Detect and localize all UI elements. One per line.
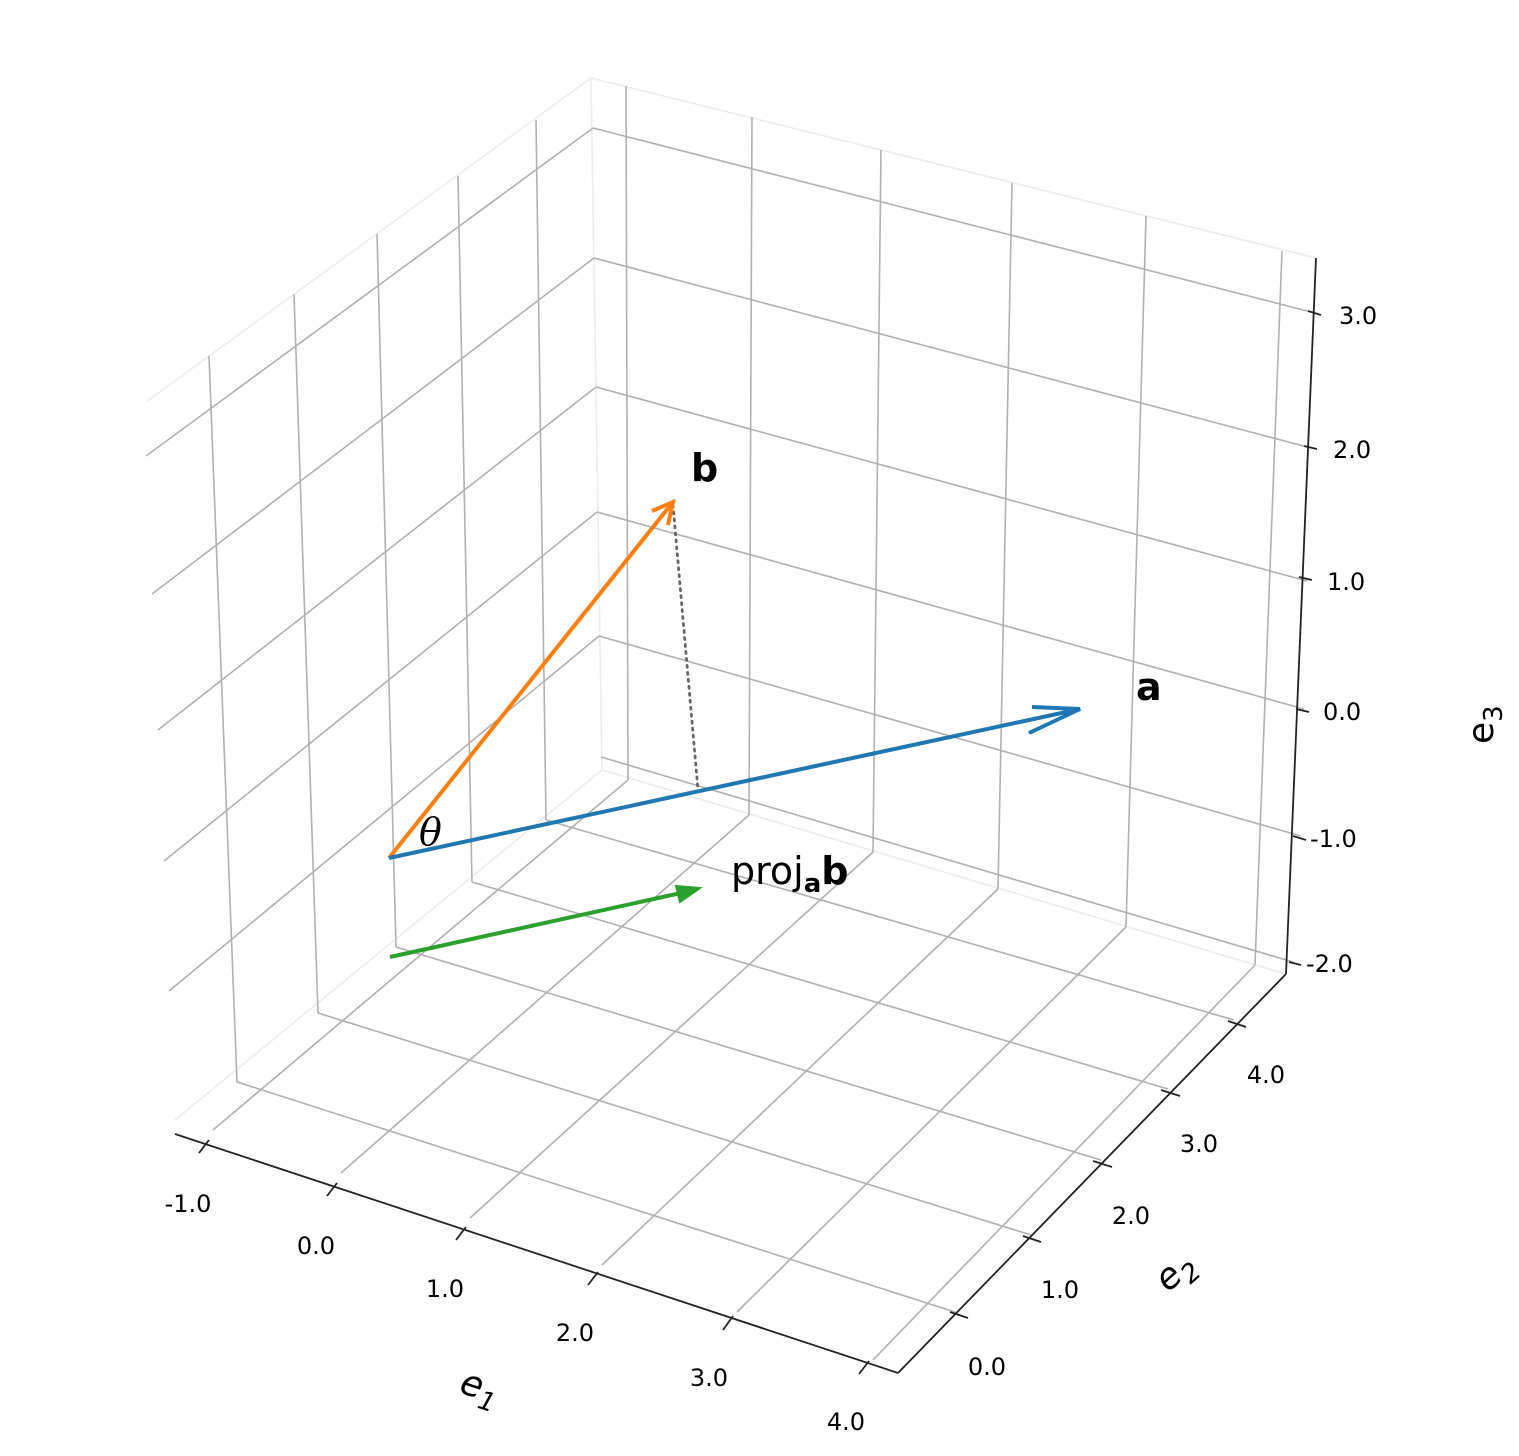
y-tick-label-3: 3.0 bbox=[1180, 1130, 1218, 1158]
x-axis-line bbox=[174, 1133, 899, 1374]
vector-proj bbox=[389, 884, 703, 959]
x-ticks: -1.0 0.0 1.0 2.0 3.0 4.0 bbox=[165, 1139, 870, 1436]
y-tick-label-2: 2.0 bbox=[1112, 1202, 1150, 1230]
vector-a-arrowhead bbox=[1028, 705, 1081, 735]
vector-b bbox=[387, 498, 676, 860]
vector-proj-shaft bbox=[389, 889, 691, 959]
x-tick-label-3: 2.0 bbox=[556, 1319, 594, 1347]
z-tick-label-2: 0.0 bbox=[1323, 698, 1361, 726]
z-axis-line bbox=[1285, 257, 1317, 975]
x-tick-label-1: 0.0 bbox=[297, 1232, 335, 1260]
y-axis-line bbox=[897, 973, 1287, 1374]
vector-b-label: b bbox=[691, 446, 718, 490]
x-tick-label-2: 1.0 bbox=[426, 1275, 464, 1303]
x-tick-label-5: 4.0 bbox=[827, 1408, 865, 1436]
vector-a-shaft bbox=[388, 707, 1081, 860]
x-tick-label-0: -1.0 bbox=[165, 1190, 212, 1218]
grid bbox=[145, 85, 1316, 1361]
axis-labels: e1 e2 e3 bbox=[453, 705, 1509, 1420]
x-tick-label-4: 3.0 bbox=[690, 1364, 728, 1392]
pane-edges bbox=[145, 77, 1317, 1121]
z-tick-label-0: -2.0 bbox=[1306, 950, 1353, 978]
y-tick-label-4: 4.0 bbox=[1247, 1061, 1285, 1089]
z-ticks: -2.0 -1.0 0.0 1.0 2.0 3.0 bbox=[1288, 302, 1377, 978]
projection-dotted-line bbox=[671, 503, 700, 792]
vector-a bbox=[388, 705, 1081, 860]
angle-theta-label: θ bbox=[419, 810, 442, 854]
y-ticks: 0.0 1.0 2.0 3.0 4.0 bbox=[949, 1020, 1285, 1381]
vector-b-arrowhead bbox=[651, 498, 676, 526]
x-axis-label: e1 bbox=[453, 1362, 505, 1420]
axes bbox=[174, 257, 1317, 1374]
z-tick-label-1: -1.0 bbox=[1310, 825, 1357, 853]
z-axis-label: e3 bbox=[1461, 705, 1509, 744]
z-tick-label-4: 2.0 bbox=[1333, 436, 1371, 464]
y-tick-label-0: 0.0 bbox=[968, 1353, 1006, 1381]
y-tick-label-1: 1.0 bbox=[1041, 1276, 1079, 1304]
z-tick-label-3: 1.0 bbox=[1327, 568, 1365, 596]
vector-b-shaft bbox=[387, 500, 675, 860]
vector-proj-label: projab bbox=[731, 849, 848, 899]
z-tick-label-5: 3.0 bbox=[1339, 302, 1377, 330]
vector-a-label: a bbox=[1136, 665, 1162, 709]
vector-proj-arrowhead bbox=[674, 884, 703, 904]
y-axis-label: e2 bbox=[1147, 1243, 1208, 1305]
